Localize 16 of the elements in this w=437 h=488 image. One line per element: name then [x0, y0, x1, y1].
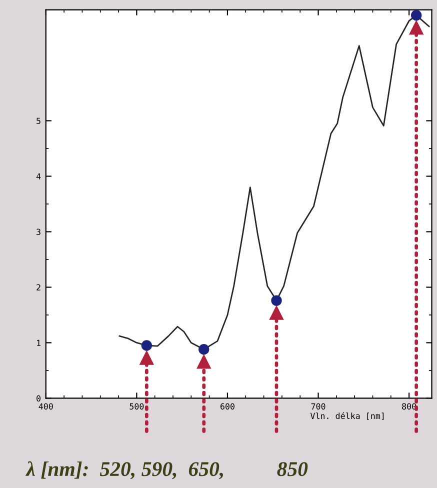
text: λ [nm]: 520, 590, 650, 850 [26, 461, 308, 480]
y-tick-label: 1 [37, 340, 40, 346]
x-tick-label: 500 [130, 403, 144, 410]
point [410, 10, 422, 21]
y-tick-label: 4 [36, 173, 41, 180]
x-axis-title: Vln. délka [nm] [310, 412, 384, 420]
point [198, 344, 210, 355]
x-tick-label: 600 [220, 403, 234, 410]
x-tick-label: 700 [311, 403, 326, 410]
y-tick-label: 5 [36, 118, 40, 124]
point [141, 340, 152, 351]
y-tick-label: 3 [36, 228, 40, 236]
point [271, 295, 282, 306]
y-tick-label: 0 [36, 395, 40, 402]
y-tick-label: 2 [36, 284, 40, 290]
x-tick-label: 400 [38, 403, 53, 410]
